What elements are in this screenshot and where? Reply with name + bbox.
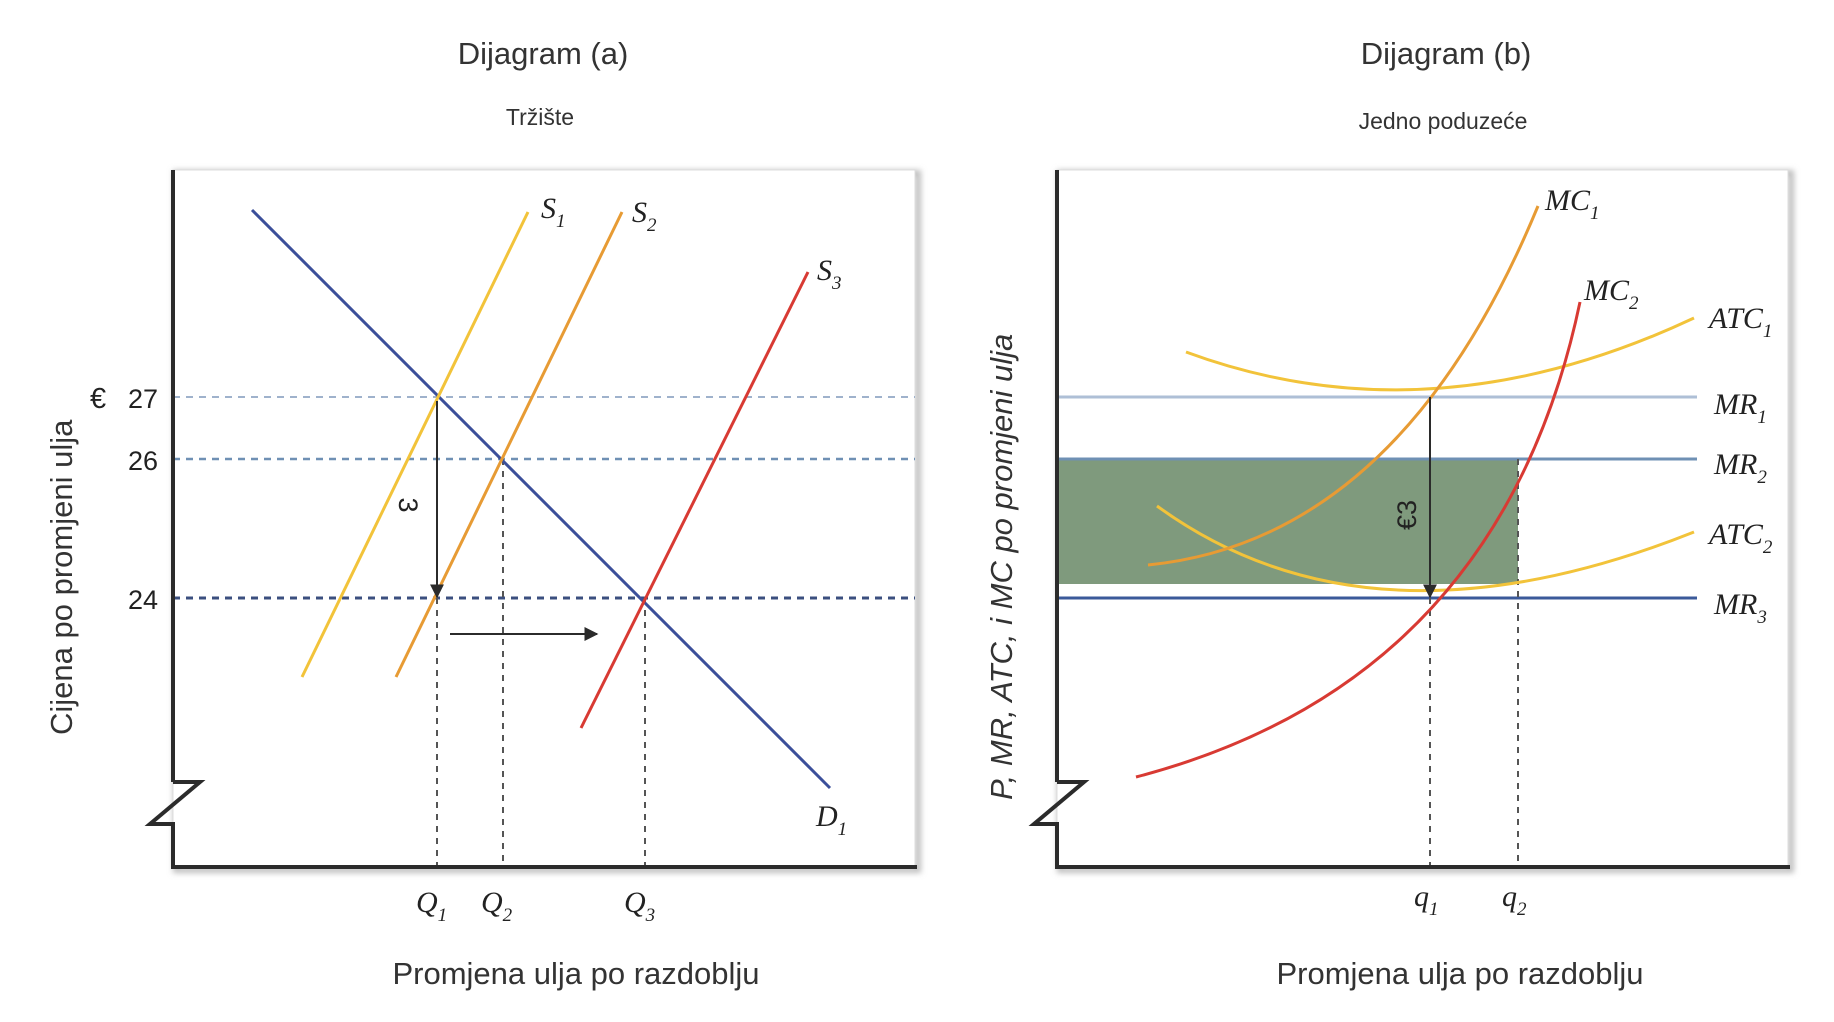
- panel-a-axis-break: [144, 780, 206, 867]
- label-mr2: MR2: [1713, 448, 1767, 488]
- panel-b-price-drop-label: €3: [1392, 500, 1422, 530]
- panel-a-title: Dijagram (a): [457, 36, 629, 71]
- panel-b-subtitle: Jedno poduzeće: [1358, 108, 1528, 134]
- supply-curve-s2: [394, 211, 624, 678]
- panel-b-x-axis-title: Promjena ulja po razdoblju: [1276, 956, 1644, 991]
- currency-symbol: €: [90, 383, 106, 415]
- panel-a-plot-area: [172, 169, 916, 868]
- tick-q1-firm: q1: [1414, 880, 1439, 920]
- panel-a-price-drop-label: 3: [393, 497, 423, 512]
- demand-curve-d1: [250, 208, 832, 790]
- atc1-curve: [1185, 316, 1695, 392]
- price-tick-26: 26: [128, 446, 158, 476]
- tick-q2-firm: q2: [1502, 880, 1527, 920]
- panel-b-axis-break: [1028, 780, 1090, 867]
- label-mc1: MC1: [1544, 184, 1600, 224]
- tick-q3: Q3: [624, 886, 655, 926]
- tick-q2: Q2: [481, 886, 513, 926]
- label-atc2: ATC2: [1707, 518, 1773, 558]
- price-tick-24: 24: [128, 585, 158, 615]
- panel-a-subtitle: Tržište: [505, 104, 575, 130]
- label-mr1: MR1: [1713, 388, 1767, 428]
- label-s3: S3: [817, 254, 842, 294]
- label-s1: S1: [541, 192, 566, 232]
- tick-q1: Q1: [416, 886, 447, 926]
- label-mc2: MC2: [1583, 274, 1639, 314]
- panel-b-title: Dijagram (b): [1360, 36, 1532, 71]
- label-atc1: ATC1: [1707, 302, 1772, 342]
- label-d1: D1: [815, 800, 847, 840]
- supply-curve-s1: [300, 211, 530, 678]
- supply-curve-s3: [579, 271, 810, 729]
- panel-b: €3 MC1 MC2 ATC1 MR1 MR2 ATC2 MR3 q1 q2: [1028, 169, 1794, 920]
- panel-a: € 27 26 24 3 S1 S2 S3 D1 Q1 Q2 Q3: [90, 169, 921, 926]
- mc2-curve: [1135, 301, 1582, 779]
- mc1-curve: [1147, 205, 1540, 567]
- panel-a-x-axis-title: Promjena ulja po razdoblju: [392, 956, 760, 991]
- price-tick-27: 27: [128, 384, 158, 414]
- label-mr3: MR3: [1713, 588, 1767, 628]
- atc2-curve: [1156, 504, 1695, 593]
- label-s2: S2: [632, 196, 657, 236]
